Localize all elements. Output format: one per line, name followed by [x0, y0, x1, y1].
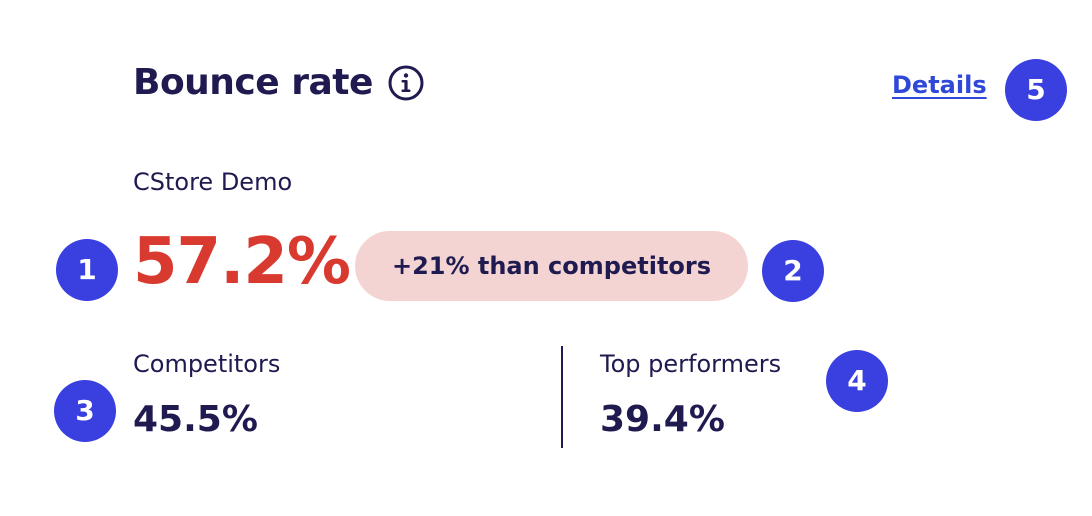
store-name: CStore Demo	[133, 168, 293, 196]
info-icon[interactable]	[387, 64, 425, 102]
top-performers-label: Top performers	[600, 350, 782, 378]
annotation-badge-2: 2	[762, 240, 824, 302]
comparison-text: +21% than competitors	[391, 252, 712, 280]
competitors-value: 45.5%	[133, 399, 258, 440]
annotation-badge-3: 3	[54, 380, 116, 442]
top-performers-value: 39.4%	[600, 399, 725, 440]
annotation-badge-1: 1	[56, 239, 118, 301]
bounce-rate-value: 57.2%	[133, 225, 351, 299]
annotation-badge-4: 4	[826, 350, 888, 412]
metric-divider	[561, 346, 563, 448]
title-row: Bounce rate	[133, 64, 425, 102]
annotation-badge-5: 5	[1005, 59, 1067, 121]
details-link[interactable]: Details	[892, 71, 987, 99]
comparison-pill: +21% than competitors	[355, 231, 748, 301]
competitors-label: Competitors	[133, 350, 281, 378]
card-title: Bounce rate	[133, 62, 373, 103]
